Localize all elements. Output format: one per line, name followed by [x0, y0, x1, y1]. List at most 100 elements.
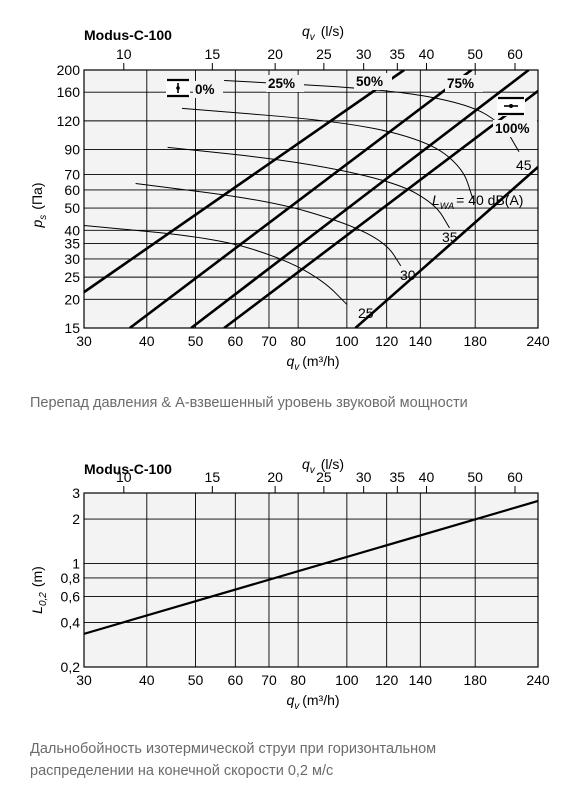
- y-axis-label: L0,2 (m): [29, 566, 49, 614]
- icon-pivot: [176, 86, 180, 90]
- y-tick-label: 40: [64, 222, 80, 238]
- y-tick-label: 60: [64, 182, 80, 198]
- y-tick-label: 25: [64, 269, 80, 285]
- x-tick-label: 120: [375, 333, 399, 349]
- damper-line-25pct: [129, 70, 473, 328]
- y-tick-label: 3: [72, 485, 80, 501]
- x-tick-label: 30: [76, 672, 92, 688]
- y-tick-label: 30: [64, 251, 80, 267]
- sound-line-25dba: [84, 224, 348, 305]
- x-tick-label: 30: [76, 333, 92, 349]
- plot-frame: [83, 492, 539, 668]
- sound-level-label: 45: [516, 157, 532, 173]
- chart1-caption: Перепад давления & A-взвешенный уровень …: [30, 395, 468, 411]
- lwa-label: LWA = 40 dB(A): [432, 192, 523, 211]
- y-tick-label: 90: [64, 142, 80, 158]
- axis-symbol: L: [29, 606, 45, 614]
- axis-symbol: q: [302, 456, 310, 472]
- chart-title: Modus-C-100: [84, 461, 172, 477]
- axis-symbol: q: [286, 353, 294, 369]
- x-tick-label: 240: [526, 672, 550, 688]
- damper-closed-icon: [166, 78, 190, 98]
- y-tick-label: 120: [57, 113, 81, 129]
- axis-unit: (Па): [29, 183, 45, 210]
- top-tick-label: 15: [205, 469, 221, 485]
- y-tick-label: 0,6: [61, 588, 81, 604]
- y-tick-label: 15: [64, 320, 80, 336]
- y-tick-label: 35: [64, 236, 80, 252]
- axis-subscript: s: [38, 215, 49, 220]
- damper-line-75pct: [223, 89, 538, 328]
- throw-line: [84, 499, 538, 635]
- top-tick-label: 30: [356, 469, 372, 485]
- damper-label: 75%: [447, 76, 474, 91]
- axis-unit: (m): [29, 566, 45, 587]
- icon-pivot: [509, 104, 513, 108]
- damper-lines: [84, 70, 538, 328]
- chart-title: Modus-C-100: [84, 27, 172, 43]
- damper-open-icon: [497, 96, 525, 116]
- damper-label: 100%: [495, 121, 530, 136]
- axis-unit: (l/s): [321, 456, 344, 472]
- axis-unit: (m³/h): [302, 353, 339, 369]
- x-tick-label: 100: [335, 333, 359, 349]
- axis-symbol: q: [302, 23, 310, 39]
- top-tick-label: 35: [390, 469, 406, 485]
- top-axis-label: qv (l/s): [302, 23, 344, 43]
- y-axis-label: ps (Па): [29, 183, 49, 229]
- plot-frame: [83, 69, 539, 329]
- top-tick-label: 15: [205, 46, 221, 62]
- label-backing: [445, 75, 483, 92]
- x-axis-label: qv (m³/h): [286, 353, 339, 373]
- y-tick-label: 20: [64, 291, 80, 307]
- sound-line-40dba: [181, 107, 474, 199]
- top-tick-label: 60: [507, 469, 523, 485]
- y-tick-label: 70: [64, 167, 80, 183]
- axis-subscript: 0,2: [38, 592, 49, 606]
- x-tick-label: 50: [188, 333, 204, 349]
- damper-line-50pct: [190, 70, 530, 328]
- y-tick-label: 0,2: [61, 659, 81, 675]
- axis-subscript: v: [310, 465, 316, 476]
- y-tick-label: 2: [72, 511, 80, 527]
- top-tick-label: 20: [267, 46, 283, 62]
- top-tick-label: 50: [467, 469, 483, 485]
- lwa-symbol: L: [432, 192, 440, 208]
- y-tick-label: 160: [57, 84, 81, 100]
- x-tick-label: 120: [375, 672, 399, 688]
- axis-subscript: v: [294, 362, 300, 373]
- top-tick-label: 40: [419, 469, 435, 485]
- sound-line-35dba: [167, 146, 450, 229]
- x-tick-label: 180: [464, 672, 488, 688]
- x-tick-label: 40: [139, 333, 155, 349]
- top-tick-label: 25: [316, 46, 332, 62]
- x-tick-label: 140: [409, 672, 433, 688]
- x-axis-label: qv (m³/h): [286, 692, 339, 712]
- x-tick-label: 140: [409, 333, 433, 349]
- label-backing: [193, 81, 223, 98]
- axis-symbol: q: [286, 692, 294, 708]
- damper-label: 25%: [268, 76, 295, 91]
- axis-symbol: p: [29, 219, 45, 228]
- label-backing: [266, 75, 304, 92]
- top-tick-label: 25: [316, 469, 332, 485]
- top-tick-label: 10: [116, 469, 132, 485]
- top-tick-label: 50: [467, 46, 483, 62]
- axis-subscript: v: [310, 32, 316, 43]
- x-tick-label: 240: [526, 333, 550, 349]
- x-tick-label: 60: [228, 333, 244, 349]
- top-tick-label: 30: [356, 46, 372, 62]
- x-tick-label: 50: [188, 672, 204, 688]
- top-tick-label: 20: [267, 469, 283, 485]
- throw-series: [84, 499, 538, 635]
- axis-subscript: v: [294, 701, 300, 712]
- sound-level-label: 30: [400, 267, 416, 283]
- lwa-subscript: WA: [440, 201, 454, 211]
- top-axis-label: qv (l/s): [302, 456, 344, 476]
- axis-unit: (l/s): [321, 23, 344, 39]
- damper-label: 50%: [356, 74, 383, 89]
- label-backing: [354, 73, 392, 90]
- damper-label: 0%: [195, 82, 215, 97]
- y-tick-label: 50: [64, 200, 80, 216]
